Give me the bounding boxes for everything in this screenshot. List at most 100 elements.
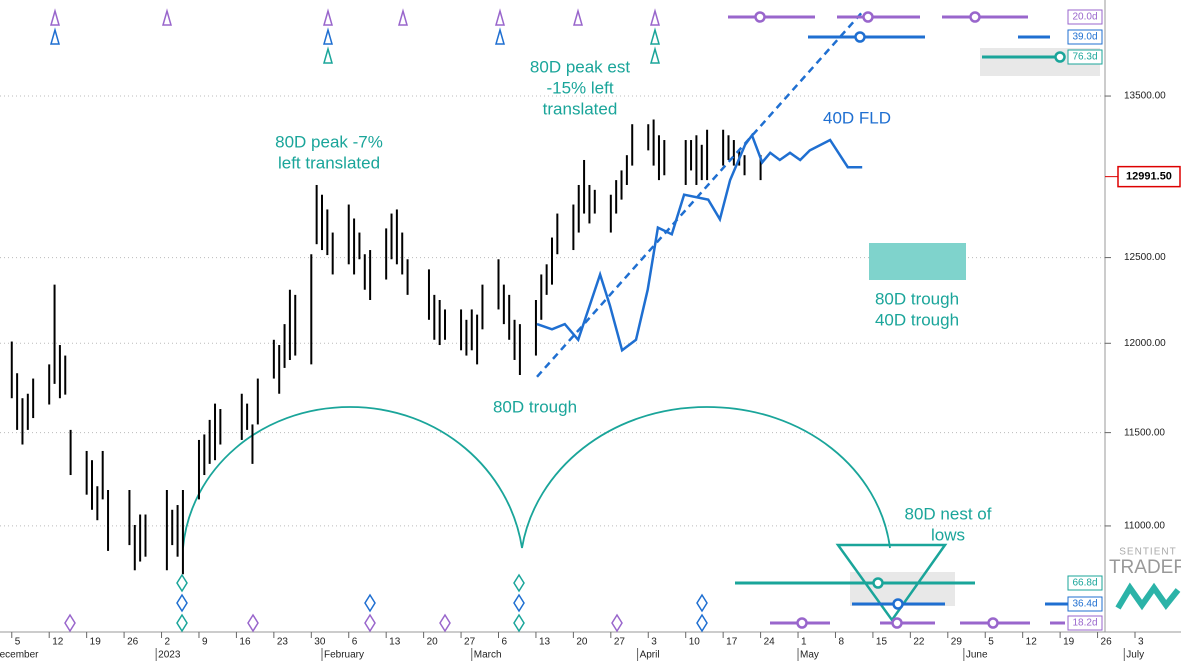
cycle-label-box bbox=[1067, 615, 1103, 631]
cycle-marker bbox=[987, 617, 999, 629]
cycle-trough-marker bbox=[696, 613, 708, 633]
x-tick-label: 13 bbox=[539, 637, 551, 648]
last-price-label: 12991.50 bbox=[1126, 171, 1172, 183]
logo-mark bbox=[1115, 582, 1181, 611]
cycle-marker bbox=[796, 617, 808, 629]
y-tick-label: 13500.00 bbox=[1124, 91, 1166, 102]
y-tick-label: 11500.00 bbox=[1124, 427, 1165, 438]
cycle-label: 76.3d bbox=[1072, 52, 1097, 63]
cycle-label-box bbox=[1067, 596, 1103, 612]
cycle-peak-marker bbox=[50, 27, 60, 45]
cycle-marker bbox=[969, 11, 981, 23]
cycle-peak-marker bbox=[650, 46, 660, 64]
cycle-peak-marker bbox=[573, 8, 583, 26]
cycle-peak-marker bbox=[495, 8, 505, 26]
x-tick-label: 3 bbox=[651, 637, 657, 648]
cycle-trough-marker bbox=[64, 613, 76, 633]
x-tick-label: 5 bbox=[988, 637, 994, 648]
annotation: 80D nest of bbox=[905, 504, 992, 523]
cycle-marker bbox=[892, 598, 904, 610]
cycle-peak-marker bbox=[323, 8, 333, 26]
cycle-label-box bbox=[1067, 9, 1103, 25]
x-tick-label: 26 bbox=[127, 637, 139, 648]
x-tick-label: 10 bbox=[689, 637, 701, 648]
cycle-label: 20.0d bbox=[1072, 12, 1097, 23]
cycle-trough-marker bbox=[439, 613, 451, 633]
annotation: lows bbox=[931, 525, 965, 544]
x-tick-label: 9 bbox=[202, 637, 208, 648]
logo-top: SENTIENT bbox=[1119, 547, 1176, 558]
x-tick-label: 29 bbox=[951, 637, 963, 648]
month-label: April bbox=[640, 650, 660, 661]
cycle-trough-marker bbox=[176, 573, 188, 593]
annotation: 80D peak est bbox=[530, 57, 630, 76]
cycle-label: 36.4d bbox=[1072, 599, 1097, 610]
x-tick-label: 8 bbox=[838, 637, 844, 648]
cycle-trough-marker bbox=[364, 613, 376, 633]
month-label: March bbox=[474, 650, 502, 661]
cycle-trough-marker bbox=[364, 593, 376, 613]
cycle-bars: 20.0d 39.0d 76.3d 66.8d 36.4d 18.2d bbox=[728, 9, 1103, 631]
trend-line bbox=[536, 11, 864, 378]
cycle-trough-marker bbox=[513, 573, 525, 593]
cycle-trough-marker bbox=[176, 613, 188, 633]
month-label: July bbox=[1126, 650, 1144, 661]
annotation: 80D trough bbox=[875, 289, 959, 308]
x-tick-label: 17 bbox=[726, 637, 738, 648]
x-tick-label: 19 bbox=[90, 637, 102, 648]
x-tick-label: 15 bbox=[876, 637, 888, 648]
x-tick-label: 22 bbox=[913, 637, 925, 648]
annotation: left translated bbox=[278, 153, 380, 172]
cycle-peak-marker bbox=[398, 8, 408, 26]
cycle-peak-marker bbox=[650, 8, 660, 26]
cycle-label: 39.0d bbox=[1072, 32, 1097, 43]
x-tick-label: 20 bbox=[427, 637, 439, 648]
x-tick-label: 6 bbox=[502, 637, 508, 648]
x-tick-label: 27 bbox=[614, 637, 626, 648]
cycle-label-box bbox=[1067, 49, 1103, 65]
month-label: December bbox=[0, 650, 39, 661]
cycle-marker bbox=[872, 577, 884, 589]
cycle-trough-marker bbox=[513, 613, 525, 633]
x-tick-label: 12 bbox=[1026, 637, 1038, 648]
fld-line bbox=[536, 132, 863, 353]
cycle-label-box bbox=[1067, 29, 1103, 45]
cycle-trough-marker bbox=[176, 593, 188, 613]
cycle-marker bbox=[754, 11, 766, 23]
cycle-label: 66.8d bbox=[1072, 578, 1097, 589]
x-tick-label: 16 bbox=[239, 637, 251, 648]
x-tick-label: 12 bbox=[52, 637, 64, 648]
cycle-marker bbox=[891, 617, 903, 629]
cycle-marker bbox=[862, 11, 874, 23]
cycle-trough-marker bbox=[611, 613, 623, 633]
x-tick-label: 19 bbox=[1063, 637, 1075, 648]
cycle-peak-marker bbox=[323, 46, 333, 64]
month-label: February bbox=[324, 650, 364, 661]
x-tick-label: 23 bbox=[277, 637, 289, 648]
cycle-peak-marker bbox=[50, 8, 60, 26]
annotation: 40D trough bbox=[875, 310, 959, 329]
annotation: 80D peak -7% bbox=[275, 132, 383, 151]
cycle-trough-marker bbox=[513, 593, 525, 613]
annotation: 40D FLD bbox=[823, 108, 891, 127]
x-tick-label: 30 bbox=[314, 637, 326, 648]
cycle-peak-marker bbox=[162, 8, 172, 26]
cycle-trough-marker bbox=[696, 593, 708, 613]
cycle-peak-marker bbox=[323, 27, 333, 45]
x-tick-label: 6 bbox=[352, 637, 358, 648]
trough-zone bbox=[869, 243, 966, 280]
cycle-peak-marker bbox=[650, 27, 660, 45]
annotation: 80D trough bbox=[493, 397, 577, 416]
cycle-peak-marker bbox=[495, 27, 505, 45]
y-tick-label: 12000.00 bbox=[1124, 338, 1166, 349]
annotation: translated bbox=[543, 99, 618, 118]
month-label: June bbox=[966, 650, 988, 661]
x-tick-label: 26 bbox=[1101, 637, 1113, 648]
x-tick-label: 5 bbox=[15, 637, 21, 648]
annotation: -15% left bbox=[546, 78, 613, 97]
y-tick-label: 11000.00 bbox=[1124, 521, 1165, 532]
x-tick-label: 2 bbox=[165, 637, 171, 648]
cycle-label: 18.2d bbox=[1072, 618, 1097, 629]
